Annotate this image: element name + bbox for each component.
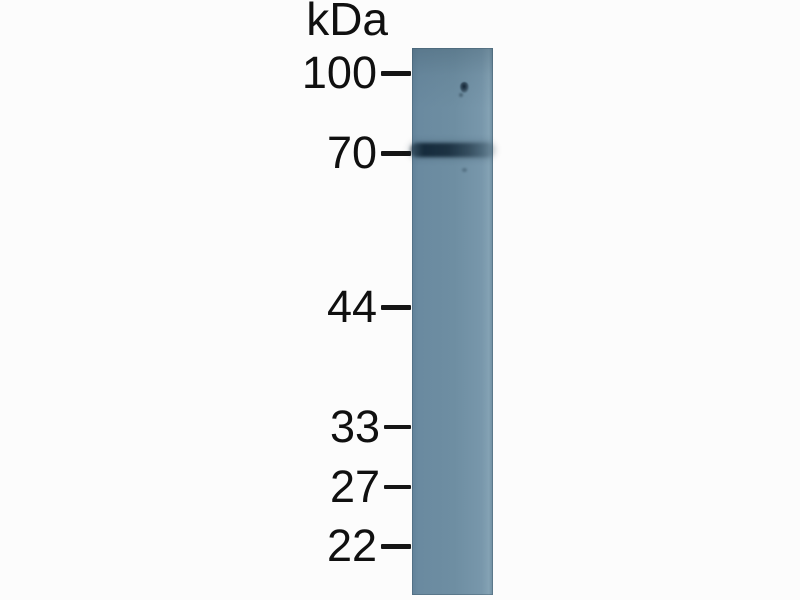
marker-label-100: 100 [301,47,377,98]
tick-mark-33 [384,425,411,429]
ladder-marker-33: 33 [0,404,411,450]
protein-band-70kda [410,143,495,157]
tick-mark-100 [381,70,411,76]
faint-artifact-dot [462,168,467,172]
marker-label-22: 22 [326,520,377,571]
artifact-speck-tail [458,92,464,98]
kda-unit-label: kDa [306,0,388,45]
marker-label-44: 44 [326,281,377,332]
ladder-marker-27: 27 [0,464,411,510]
marker-label-27: 27 [329,461,380,512]
tick-mark-22 [381,543,411,549]
tick-mark-27 [384,485,411,489]
tick-mark-70 [381,150,411,156]
artifact-speck [460,82,469,93]
ladder-marker-22: 22 [0,523,411,569]
ladder-marker-44: 44 [0,284,411,330]
ladder-marker-70: 70 [0,130,411,176]
marker-label-70: 70 [326,127,377,178]
blot-lane [410,48,495,595]
ladder-marker-100: 100 [0,50,411,96]
tick-mark-44 [381,304,411,310]
marker-label-33: 33 [329,401,380,452]
